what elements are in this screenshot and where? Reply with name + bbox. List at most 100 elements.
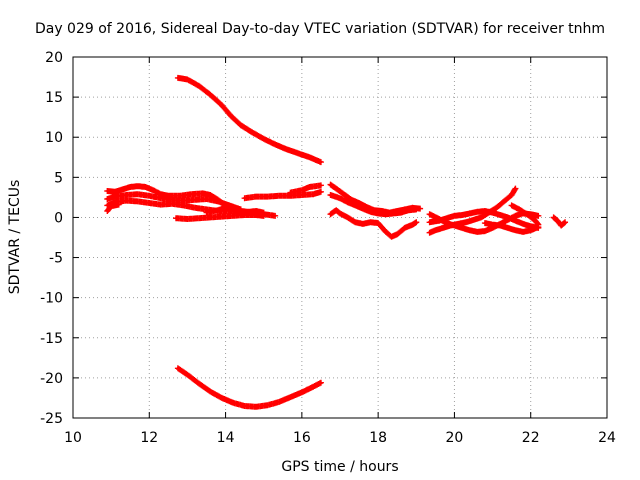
data-point xyxy=(151,188,155,192)
x-axis-label: GPS time / hours xyxy=(281,459,398,475)
data-point xyxy=(441,226,445,230)
data-point xyxy=(399,211,403,214)
y-tick-label: -20 xyxy=(40,371,63,387)
data-point xyxy=(312,192,315,196)
data-point xyxy=(300,193,304,197)
data-point xyxy=(533,218,536,222)
data-point xyxy=(334,187,338,190)
data-point xyxy=(247,210,250,214)
grid xyxy=(73,57,607,418)
data-point xyxy=(148,194,151,197)
series-marks xyxy=(241,188,324,202)
data-point xyxy=(243,404,246,408)
data-point xyxy=(476,210,479,214)
data-point xyxy=(232,207,235,210)
data-point xyxy=(369,221,372,224)
data-points xyxy=(104,74,569,410)
data-point xyxy=(106,209,109,213)
data-point xyxy=(392,212,395,215)
data-point xyxy=(396,233,399,236)
data-point xyxy=(312,385,315,388)
data-point xyxy=(476,230,479,234)
data-point xyxy=(510,193,513,197)
data-point xyxy=(319,190,323,193)
data-point xyxy=(319,160,323,164)
y-tick-label: -5 xyxy=(49,251,63,267)
chart-title: Day 029 of 2016, Sidereal Day-to-day VTE… xyxy=(35,21,605,37)
series-8 xyxy=(241,188,324,202)
data-point xyxy=(354,204,357,207)
data-point xyxy=(384,213,387,216)
x-tick-label: 24 xyxy=(598,430,616,446)
data-point xyxy=(483,229,487,233)
data-point xyxy=(428,231,431,234)
x-tick-label: 14 xyxy=(217,430,235,446)
data-point xyxy=(159,203,162,206)
data-point xyxy=(106,197,109,201)
data-point xyxy=(338,212,342,215)
data-point xyxy=(537,223,540,226)
data-point xyxy=(495,206,498,210)
data-point xyxy=(273,143,277,146)
data-point xyxy=(334,209,338,212)
data-point xyxy=(220,215,223,218)
data-point xyxy=(113,195,117,198)
data-point xyxy=(525,213,529,216)
data-point xyxy=(220,396,223,400)
data-point xyxy=(361,207,365,210)
series-6 xyxy=(173,212,267,222)
data-point xyxy=(552,216,555,219)
series-12 xyxy=(327,207,420,240)
data-point xyxy=(113,190,117,193)
data-point xyxy=(445,221,448,225)
data-point xyxy=(182,199,185,202)
data-point xyxy=(300,391,304,394)
series-7 xyxy=(203,204,267,216)
data-point xyxy=(428,213,431,216)
data-point xyxy=(136,184,140,188)
y-tick-label: 0 xyxy=(54,210,63,226)
data-point xyxy=(251,131,254,134)
data-point xyxy=(209,93,212,96)
x-tick-label: 16 xyxy=(293,430,311,446)
x-tick-label: 18 xyxy=(369,430,387,446)
data-point xyxy=(170,198,174,201)
data-point xyxy=(289,191,292,194)
data-point xyxy=(243,196,246,200)
data-point xyxy=(460,226,464,230)
data-point xyxy=(384,230,387,234)
data-point xyxy=(232,214,235,218)
data-point xyxy=(254,213,258,217)
data-point xyxy=(277,194,281,197)
x-tick-label: 20 xyxy=(446,430,464,446)
axis-ticks: 10 12 14 16 18 20 22 24 -25 -20 -15 -10 -5 0 5 10 15 20 xyxy=(40,50,616,446)
data-point xyxy=(407,209,410,212)
data-point xyxy=(186,78,189,81)
data-point xyxy=(506,216,510,219)
x-tick-label: 10 xyxy=(64,430,82,446)
data-point xyxy=(262,137,265,141)
series-0 xyxy=(174,74,324,166)
data-point xyxy=(514,219,517,222)
data-point xyxy=(460,213,464,217)
data-point xyxy=(170,202,174,206)
data-point xyxy=(502,200,506,203)
data-point xyxy=(109,205,113,208)
data-point xyxy=(174,217,178,220)
data-point xyxy=(491,211,494,214)
data-point xyxy=(129,185,132,189)
data-point xyxy=(216,200,220,203)
data-point xyxy=(437,219,441,222)
data-point xyxy=(411,223,414,226)
data-point xyxy=(308,156,311,159)
data-point xyxy=(464,221,468,224)
data-point xyxy=(514,229,517,232)
data-point xyxy=(277,400,281,404)
series-marks xyxy=(174,365,324,410)
data-point xyxy=(125,199,128,202)
data-point xyxy=(176,76,180,80)
series-3 xyxy=(104,191,244,213)
data-point xyxy=(415,221,418,224)
data-point xyxy=(329,213,332,216)
